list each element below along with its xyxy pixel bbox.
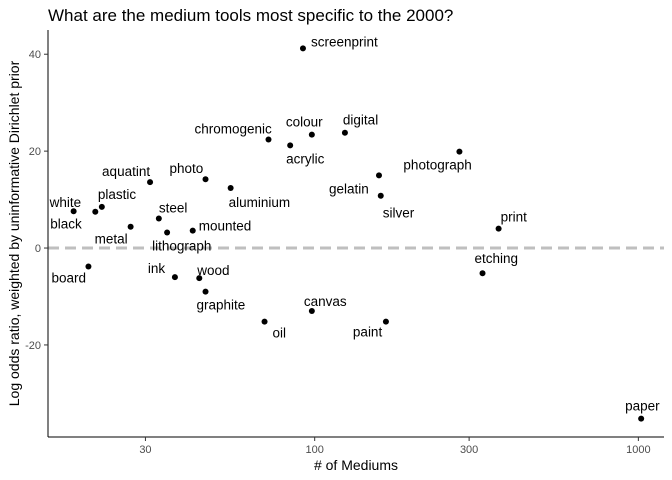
data-point-canvas xyxy=(308,308,315,315)
point-label-acrylic: acrylic xyxy=(286,151,325,166)
data-point-gelatin xyxy=(375,172,382,179)
x-tick-label: 1000 xyxy=(626,444,650,456)
data-point-board xyxy=(85,263,92,270)
data-point-plastic xyxy=(98,203,105,210)
point-label-plastic: plastic xyxy=(98,187,137,202)
point-label-photograph: photograph xyxy=(403,158,471,173)
data-point-photo xyxy=(202,176,209,183)
data-point-ink xyxy=(171,274,178,281)
data-point-steel xyxy=(155,215,162,222)
point-label-colour: colour xyxy=(286,115,323,130)
point-label-white: white xyxy=(49,195,82,210)
y-axis-title: Log odds ratio, weighted by uninformativ… xyxy=(6,60,22,406)
data-point-paint xyxy=(382,318,389,325)
data-point-etching xyxy=(479,270,486,277)
x-tick-label: 100 xyxy=(306,444,324,456)
point-label-digital: digital xyxy=(343,113,378,128)
point-label-metal: metal xyxy=(95,232,128,247)
point-label-screenprint: screenprint xyxy=(311,34,378,49)
data-point-white xyxy=(70,208,77,215)
y-tick-label: 40 xyxy=(29,49,41,61)
point-label-ink: ink xyxy=(148,261,166,276)
data-point-digital xyxy=(341,129,348,136)
point-label-print: print xyxy=(501,210,528,225)
point-label-silver: silver xyxy=(383,206,415,221)
point-label-chromogenic: chromogenic xyxy=(195,122,273,137)
point-label-board: board xyxy=(51,270,86,285)
point-label-oil: oil xyxy=(273,326,287,341)
y-tick-label: -20 xyxy=(25,340,41,352)
data-point-chromogenic xyxy=(265,136,272,143)
point-label-photo: photo xyxy=(170,161,204,176)
data-point-graphite xyxy=(202,288,209,295)
point-label-steel: steel xyxy=(159,200,188,215)
point-label-mounted: mounted xyxy=(199,219,252,234)
point-label-gelatin: gelatin xyxy=(329,181,369,196)
data-point-lithograph xyxy=(164,229,171,236)
data-point-aquatint xyxy=(147,179,154,186)
x-axis-title: # of Mediums xyxy=(314,457,398,473)
data-point-paper xyxy=(638,415,645,422)
x-tick-label: 300 xyxy=(460,444,478,456)
data-point-black xyxy=(92,208,99,215)
point-label-aquatint: aquatint xyxy=(102,164,150,179)
point-label-graphite: graphite xyxy=(197,298,246,313)
data-point-wood xyxy=(196,275,203,282)
data-point-acrylic xyxy=(287,142,294,149)
point-label-lithograph: lithograph xyxy=(152,239,211,254)
x-tick-label: 30 xyxy=(139,444,151,456)
data-point-mounted xyxy=(189,227,196,234)
data-point-silver xyxy=(377,192,384,199)
point-label-black: black xyxy=(50,217,82,232)
y-tick-label: 20 xyxy=(29,146,41,158)
data-point-oil xyxy=(261,318,268,325)
y-tick-label: 0 xyxy=(35,243,41,255)
point-label-aluminium: aluminium xyxy=(229,195,291,210)
chart-title: What are the medium tools most specific … xyxy=(48,6,454,25)
point-label-canvas: canvas xyxy=(304,294,347,309)
data-point-photograph xyxy=(456,148,463,155)
data-point-screenprint xyxy=(299,45,306,52)
data-point-aluminium xyxy=(227,184,234,191)
point-label-etching: etching xyxy=(475,251,519,266)
data-point-print xyxy=(495,225,502,232)
point-label-paint: paint xyxy=(353,325,383,340)
point-label-wood: wood xyxy=(196,263,229,278)
data-point-metal xyxy=(127,223,134,230)
point-label-paper: paper xyxy=(625,399,660,414)
data-point-colour xyxy=(308,131,315,138)
